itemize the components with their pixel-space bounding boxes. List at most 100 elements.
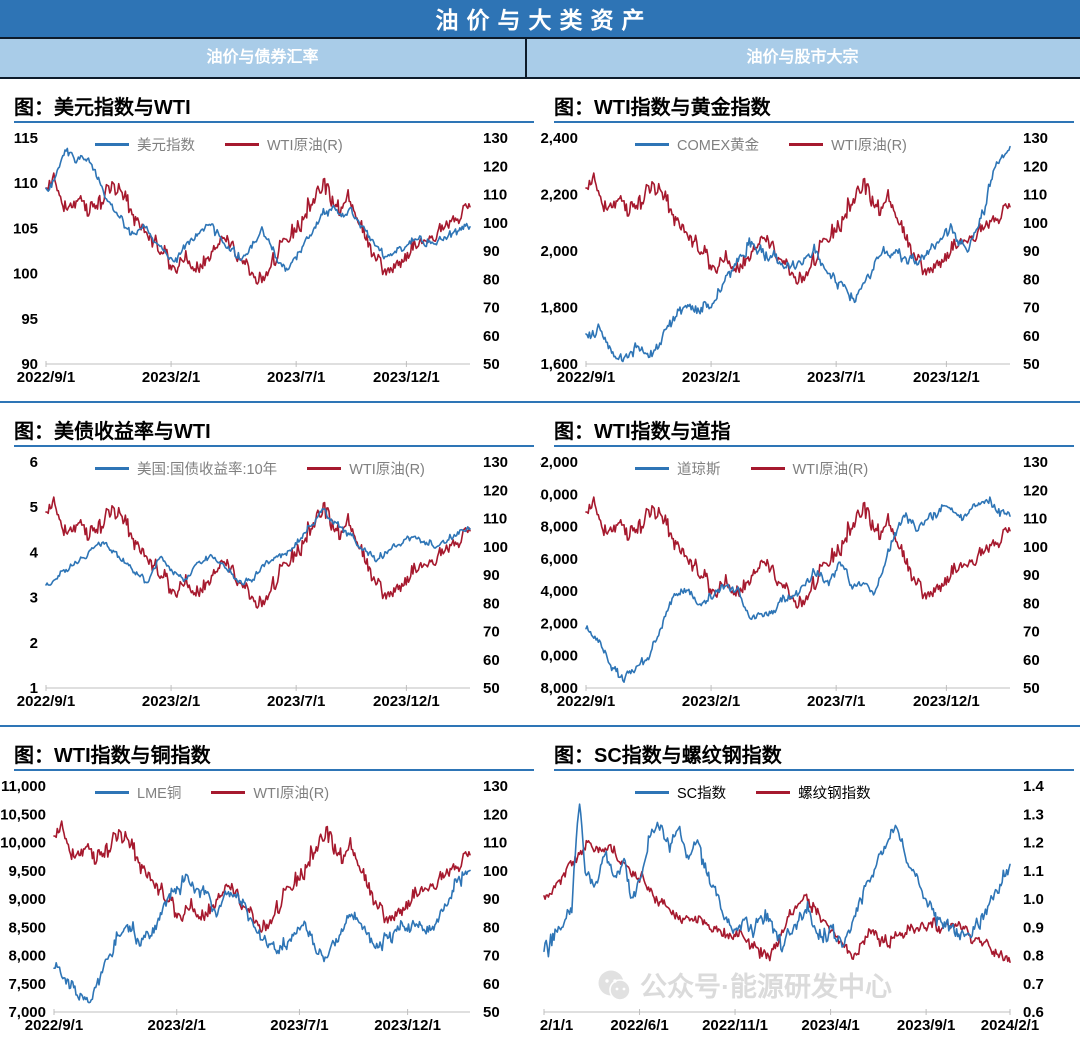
svg-text:60: 60: [483, 652, 500, 669]
svg-text:32,000: 32,000: [540, 615, 578, 632]
svg-text:2023/12/1: 2023/12/1: [913, 369, 980, 386]
svg-text:2: 2: [30, 635, 38, 652]
svg-text:2024/2/1: 2024/2/1: [981, 1017, 1039, 1034]
svg-text:100: 100: [1023, 215, 1048, 232]
svg-text:80: 80: [483, 919, 500, 936]
svg-text:120: 120: [483, 806, 508, 823]
svg-text:70: 70: [1023, 300, 1040, 317]
svg-text:36,000: 36,000: [540, 551, 578, 568]
svg-text:2022/9/1: 2022/9/1: [557, 693, 615, 710]
svg-text:2022/9/1: 2022/9/1: [17, 693, 75, 710]
svg-text:130: 130: [1023, 130, 1048, 147]
svg-text:110: 110: [483, 511, 507, 528]
svg-text:2022/11/1: 2022/11/1: [702, 1017, 768, 1034]
svg-text:110: 110: [483, 835, 507, 852]
svg-text:100: 100: [483, 863, 508, 880]
svg-text:95: 95: [21, 311, 38, 328]
svg-text:130: 130: [483, 454, 508, 471]
svg-text:110: 110: [1023, 187, 1047, 204]
svg-text:2023/2/1: 2023/2/1: [142, 369, 200, 386]
svg-text:9,500: 9,500: [8, 863, 46, 880]
svg-text:80: 80: [1023, 271, 1040, 288]
svg-text:2,200: 2,200: [540, 187, 578, 204]
svg-text:2023/2/1: 2023/2/1: [682, 693, 740, 710]
svg-text:6: 6: [30, 454, 38, 471]
svg-text:2022/9/1: 2022/9/1: [25, 1017, 83, 1034]
svg-text:11,000: 11,000: [1, 778, 46, 795]
svg-text:2023/2/1: 2023/2/1: [142, 693, 200, 710]
svg-text:110: 110: [483, 187, 507, 204]
svg-text:70: 70: [483, 300, 500, 317]
svg-text:2023/12/1: 2023/12/1: [913, 693, 980, 710]
svg-text:80: 80: [483, 595, 500, 612]
svg-text:42,000: 42,000: [540, 454, 578, 471]
svg-text:2023/7/1: 2023/7/1: [270, 1017, 328, 1034]
svg-text:1.3: 1.3: [1023, 806, 1044, 823]
svg-text:50: 50: [483, 1004, 500, 1021]
svg-text:60: 60: [1023, 652, 1040, 669]
svg-text:90: 90: [1023, 243, 1040, 260]
svg-text:0.9: 0.9: [1023, 919, 1044, 936]
svg-text:2023/9/1: 2023/9/1: [897, 1017, 955, 1034]
svg-text:2022/6/1: 2022/6/1: [610, 1017, 668, 1034]
svg-text:110: 110: [1023, 511, 1047, 528]
svg-text:2023/12/1: 2023/12/1: [374, 1017, 441, 1034]
svg-text:40,000: 40,000: [540, 486, 578, 503]
svg-text:2,400: 2,400: [540, 130, 578, 147]
svg-text:2023/12/1: 2023/12/1: [373, 369, 440, 386]
svg-text:90: 90: [483, 243, 500, 260]
svg-text:70: 70: [1023, 624, 1040, 641]
svg-text:60: 60: [483, 328, 500, 345]
svg-text:2023/7/1: 2023/7/1: [807, 693, 865, 710]
svg-text:0.7: 0.7: [1023, 976, 1044, 993]
svg-text:50: 50: [483, 680, 500, 697]
svg-text:1.2: 1.2: [1023, 835, 1044, 852]
svg-text:50: 50: [1023, 680, 1040, 697]
svg-text:8,500: 8,500: [8, 919, 46, 936]
svg-text:90: 90: [1023, 567, 1040, 584]
svg-text:100: 100: [483, 215, 508, 232]
svg-text:30,000: 30,000: [540, 648, 578, 665]
svg-text:10,000: 10,000: [0, 835, 46, 852]
svg-text:90: 90: [483, 891, 500, 908]
svg-text:2,000: 2,000: [540, 243, 578, 260]
svg-text:100: 100: [13, 266, 38, 283]
svg-text:50: 50: [483, 356, 500, 373]
svg-text:2022/1/1: 2022/1/1: [540, 1017, 573, 1034]
svg-text:100: 100: [1023, 539, 1048, 556]
svg-text:120: 120: [1023, 158, 1048, 175]
svg-text:0.8: 0.8: [1023, 948, 1044, 965]
svg-text:5: 5: [30, 499, 38, 516]
svg-text:9,000: 9,000: [8, 891, 46, 908]
svg-text:50: 50: [1023, 356, 1040, 373]
svg-text:130: 130: [1023, 454, 1048, 471]
svg-text:2023/2/1: 2023/2/1: [148, 1017, 206, 1034]
svg-text:34,000: 34,000: [540, 583, 578, 600]
svg-text:90: 90: [483, 567, 500, 584]
svg-text:2023/2/1: 2023/2/1: [682, 369, 740, 386]
svg-text:2023/4/1: 2023/4/1: [801, 1017, 859, 1034]
svg-text:3: 3: [30, 590, 38, 607]
svg-text:7,500: 7,500: [8, 976, 46, 993]
svg-text:8,000: 8,000: [8, 948, 46, 965]
svg-text:1.1: 1.1: [1023, 863, 1044, 880]
svg-text:80: 80: [1023, 595, 1040, 612]
svg-text:2022/9/1: 2022/9/1: [557, 369, 615, 386]
svg-text:38,000: 38,000: [540, 519, 578, 536]
svg-text:70: 70: [483, 624, 500, 641]
svg-text:70: 70: [483, 948, 500, 965]
svg-text:100: 100: [483, 539, 508, 556]
svg-text:60: 60: [1023, 328, 1040, 345]
svg-text:115: 115: [14, 130, 38, 147]
svg-text:120: 120: [1023, 482, 1048, 499]
svg-text:130: 130: [483, 778, 508, 795]
svg-text:2022/9/1: 2022/9/1: [17, 369, 75, 386]
svg-text:110: 110: [14, 175, 38, 192]
svg-text:80: 80: [483, 271, 500, 288]
svg-text:2023/12/1: 2023/12/1: [373, 693, 440, 710]
svg-text:10,500: 10,500: [0, 806, 46, 823]
svg-text:60: 60: [483, 976, 500, 993]
svg-text:120: 120: [483, 482, 508, 499]
svg-text:1,800: 1,800: [540, 300, 578, 317]
svg-text:105: 105: [13, 220, 38, 237]
